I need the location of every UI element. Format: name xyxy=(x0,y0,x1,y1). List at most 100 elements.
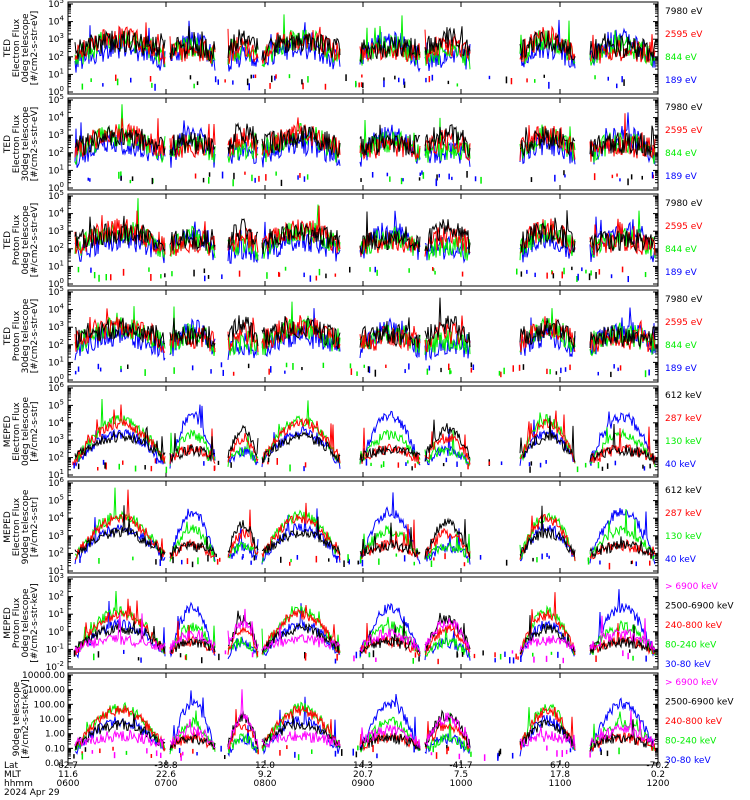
data-point xyxy=(569,364,571,371)
data-point xyxy=(140,657,142,663)
x-tick-label: 0900 xyxy=(352,779,375,789)
data-point xyxy=(611,174,614,179)
legend-entry: 2500-6900 keV xyxy=(665,602,734,612)
data-point xyxy=(214,76,217,83)
data-point xyxy=(621,76,623,83)
data-point xyxy=(526,269,528,274)
data-point xyxy=(470,362,473,368)
ytick-label: 105 xyxy=(48,494,64,507)
data-point xyxy=(556,750,558,757)
data-point xyxy=(630,174,633,180)
data-point xyxy=(224,650,227,655)
ytick-label: 10000.00 xyxy=(22,671,65,681)
data-point xyxy=(358,82,360,88)
ytick-label: 104 xyxy=(48,111,64,124)
data-point xyxy=(232,371,235,376)
ytick-label: 101 xyxy=(48,163,64,176)
data-point xyxy=(545,655,548,662)
data-point xyxy=(499,653,502,660)
data-point xyxy=(285,362,288,368)
data-point xyxy=(451,176,453,181)
y-axis-label: [#/cm2-s-str-eV] xyxy=(30,203,40,278)
data-point xyxy=(258,175,260,182)
data-point xyxy=(643,466,646,471)
y-axis-label: Proton Flux xyxy=(12,597,22,648)
legend-entry: 287 keV xyxy=(665,414,702,424)
data-point xyxy=(81,83,84,90)
data-point xyxy=(627,178,629,186)
x-tick-label: 0600 xyxy=(57,779,80,789)
data-point xyxy=(564,174,566,178)
data-point xyxy=(533,656,535,663)
data-point xyxy=(449,368,451,375)
data-point xyxy=(526,78,528,83)
data-point xyxy=(251,174,253,182)
data-point xyxy=(294,751,296,758)
data-point xyxy=(543,74,545,78)
data-point xyxy=(520,271,523,277)
data-point xyxy=(404,369,406,374)
data-point xyxy=(267,461,269,465)
data-point xyxy=(407,460,409,464)
data-point xyxy=(74,370,77,375)
x-tick-label: 14.3 xyxy=(353,761,373,771)
data-point xyxy=(257,749,259,755)
ytick-label: 103 xyxy=(48,529,64,542)
data-point xyxy=(483,754,486,761)
data-point xyxy=(421,170,423,175)
data-point xyxy=(463,562,466,567)
data-point xyxy=(218,653,220,661)
data-point xyxy=(360,82,363,88)
data-point xyxy=(221,274,223,280)
data-point xyxy=(203,461,205,466)
data-point xyxy=(610,371,612,378)
data-point xyxy=(134,465,137,472)
data-point xyxy=(370,462,372,467)
data-point xyxy=(585,269,587,274)
data-point xyxy=(522,364,525,370)
data-point xyxy=(266,272,268,279)
data-point xyxy=(348,559,350,565)
y-axis-label: [#/cm2-s-str-keV] xyxy=(21,679,31,758)
data-point xyxy=(581,267,583,272)
data-point xyxy=(623,79,625,86)
data-point xyxy=(105,462,107,470)
data-point xyxy=(150,754,153,758)
legend-entry: 240-800 keV xyxy=(665,717,723,727)
data-point xyxy=(77,463,80,470)
data-point xyxy=(267,457,270,463)
data-point xyxy=(304,654,307,661)
data-point xyxy=(500,461,503,466)
data-point xyxy=(104,462,106,469)
x-tick-label: 1200 xyxy=(647,779,670,789)
data-point xyxy=(120,176,122,181)
legend-entry: 189 eV xyxy=(665,364,698,374)
data-point xyxy=(635,561,637,567)
legend-entry: 2595 eV xyxy=(665,126,703,136)
y-axis-label: Electron Flux xyxy=(12,497,22,556)
y-axis-label: [#/cm2-s-str-eV] xyxy=(30,11,40,86)
data-point xyxy=(403,555,406,562)
y-axis-label: 90deg telescope xyxy=(12,681,22,756)
data-point xyxy=(79,558,81,563)
ytick-label: 103 xyxy=(48,128,64,141)
x-tick-label: 7.5 xyxy=(454,770,468,780)
data-point xyxy=(355,751,358,758)
data-point xyxy=(207,554,209,562)
data-point xyxy=(606,750,609,757)
legend-entry: 189 eV xyxy=(665,268,698,278)
data-point xyxy=(151,177,154,185)
data-point xyxy=(408,363,410,370)
data-point xyxy=(222,369,224,376)
x-row-label: Lat xyxy=(4,761,19,771)
flux-trace xyxy=(74,122,656,158)
data-point xyxy=(164,273,166,278)
data-point xyxy=(120,368,122,373)
data-point xyxy=(534,79,536,83)
data-point xyxy=(362,82,364,89)
data-point xyxy=(516,268,518,275)
data-point xyxy=(505,559,508,566)
x-tick-label: 67.0 xyxy=(550,761,570,771)
data-point xyxy=(131,176,134,181)
